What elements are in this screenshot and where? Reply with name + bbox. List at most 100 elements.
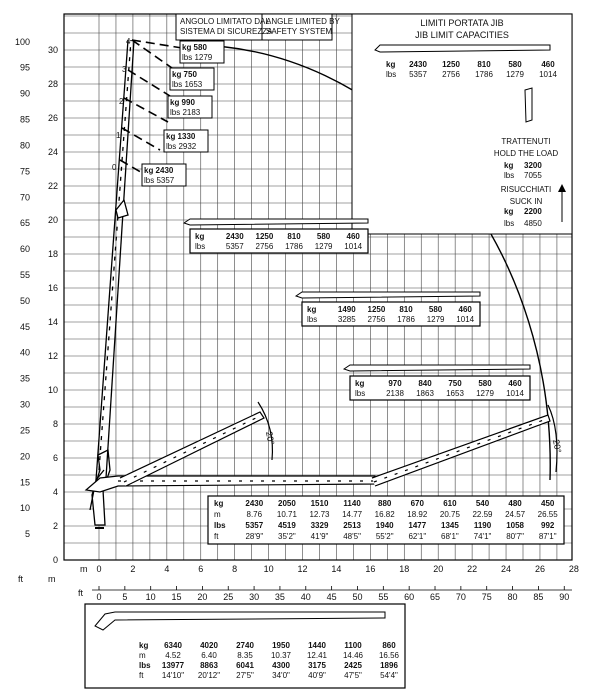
vertical-load-box <box>169 67 215 91</box>
main-cell-lbs: 992 <box>541 521 555 530</box>
main-cell-lbs: 1940 <box>376 521 394 530</box>
main-cell-ft: 68'1" <box>441 532 459 541</box>
cell-kg: 460 <box>508 379 522 388</box>
y-m-tick: 6 <box>53 453 58 463</box>
x-ft-tick: 70 <box>456 592 466 602</box>
row-label-kg: kg <box>355 379 364 388</box>
bottom-cell-lbs: 1896 <box>380 661 398 670</box>
bottom-row-label: kg <box>139 641 148 650</box>
x-m-unit: m <box>80 564 88 574</box>
y-ft-tick: 30 <box>20 400 30 410</box>
cell-kg: 460 <box>459 305 473 314</box>
jib-cell-kg: 810 <box>477 60 491 69</box>
x-m-tick: 8 <box>232 564 237 574</box>
cell-kg: 1250 <box>256 232 274 241</box>
cell-lbs: 3285 <box>338 315 356 324</box>
cell-kg: 750 <box>448 379 462 388</box>
x-ft-tick: 65 <box>430 592 440 602</box>
bottom-cell-lbs: 4300 <box>272 661 290 670</box>
safety-notice-box: ANGOLO LIMITATO DAL SISTEMA DI SICUREZZA… <box>175 13 340 41</box>
cell-lbs: 1653 <box>446 389 464 398</box>
svg-text:TRATTENUTI: TRATTENUTI <box>501 137 550 146</box>
main-cell-ft: 55'2" <box>376 532 394 541</box>
main-cell-lbs: 5357 <box>245 521 263 530</box>
row-label-lbs: lbs <box>195 242 205 251</box>
extension-label: 4 <box>126 37 131 46</box>
cell-lbs: 1279 <box>315 242 333 251</box>
main-cell-m: 18.92 <box>407 510 428 519</box>
x-m-tick: 12 <box>298 564 308 574</box>
x-ft-tick: 80 <box>508 592 518 602</box>
jib-cell-lbs: 5357 <box>409 70 427 79</box>
main-cell-kg: 1140 <box>343 499 361 508</box>
y-m-tick: 14 <box>48 317 58 327</box>
bottom-cell-ft: 40'9" <box>308 671 326 680</box>
main-cell-m: 8.76 <box>247 510 263 519</box>
row-label-lbs: lbs <box>355 389 365 398</box>
x-m-tick: 16 <box>365 564 375 574</box>
bottom-cell-m: 10.37 <box>271 651 292 660</box>
mini-boom <box>182 218 369 226</box>
bottom-cell-m: 6.40 <box>201 651 217 660</box>
x-ft-tick: 15 <box>172 592 182 602</box>
cell-kg: 1250 <box>368 305 386 314</box>
y-ft-tick: 90 <box>20 89 30 99</box>
x-ft-tick: 35 <box>275 592 285 602</box>
crane-horizontal <box>84 401 558 493</box>
main-cell-lbs: 1345 <box>441 521 459 530</box>
bottom-cell-kg: 6340 <box>164 641 182 650</box>
y-m-tick: 24 <box>48 147 58 157</box>
main-cell-ft: 41'9" <box>311 532 329 541</box>
cell-kg: 970 <box>388 379 402 388</box>
cell-lbs: 1014 <box>506 389 524 398</box>
cell-kg: 810 <box>399 305 413 314</box>
bottom-cell-lbs: 6041 <box>236 661 254 670</box>
svg-text:lbs: lbs <box>386 70 396 79</box>
row-label-kg: kg <box>307 305 316 314</box>
vertical-load-lbs: lbs 1279 <box>182 53 213 62</box>
cell-lbs: 2756 <box>368 315 386 324</box>
y-m-tick: 10 <box>48 385 58 395</box>
x-ft-tick: 10 <box>146 592 156 602</box>
svg-text:lbs: lbs <box>504 219 514 228</box>
bottom-cell-lbs: 8863 <box>200 661 218 670</box>
y-m-tick: 12 <box>48 351 58 361</box>
angle-label-1: 20° <box>264 431 276 447</box>
y-m-tick: 22 <box>48 181 58 191</box>
bottom-cell-ft: 27'5" <box>236 671 254 680</box>
main-cell-kg: 670 <box>411 499 425 508</box>
main-cell-ft: 74'1" <box>474 532 492 541</box>
main-cell-kg: 2430 <box>245 499 263 508</box>
x-m-tick: 0 <box>96 564 101 574</box>
main-cell-m: 20.75 <box>440 510 461 519</box>
vertical-load-kg: kg 1330 <box>166 132 196 141</box>
jib-cell-kg: 1250 <box>442 60 460 69</box>
x-m-tick: 4 <box>164 564 169 574</box>
y-ft-tick: 40 <box>20 348 30 358</box>
cell-lbs: 1786 <box>397 315 415 324</box>
y-ft-tick: 35 <box>20 374 30 384</box>
cell-lbs: 2756 <box>256 242 274 251</box>
cell-lbs: 1014 <box>344 242 362 251</box>
svg-text:SUCK IN: SUCK IN <box>510 197 543 206</box>
y-ft-tick: 20 <box>20 451 30 461</box>
main-cell-m: 22.59 <box>472 510 493 519</box>
main-cell-lbs: 2513 <box>343 521 361 530</box>
main-cell-kg: 610 <box>443 499 457 508</box>
bottom-row-label: ft <box>139 671 144 680</box>
jib-title-en: JIB LIMIT CAPACITIES <box>415 30 509 40</box>
vertical-load-kg: kg 580 <box>182 43 207 52</box>
main-cell-kg: 1510 <box>311 499 329 508</box>
bottom-row-label: m <box>139 651 146 660</box>
cell-kg: 580 <box>429 305 443 314</box>
bottom-cell-ft: 54'4" <box>380 671 398 680</box>
y-m-tick: 30 <box>48 45 58 55</box>
svg-text:ANGOLO LIMITATO DAL: ANGOLO LIMITATO DAL <box>180 17 270 26</box>
crane-vertical <box>89 39 135 529</box>
vertical-load-lbs: lbs 2932 <box>166 142 197 151</box>
table-frame <box>349 375 531 401</box>
jib-cell-lbs: 1786 <box>475 70 493 79</box>
